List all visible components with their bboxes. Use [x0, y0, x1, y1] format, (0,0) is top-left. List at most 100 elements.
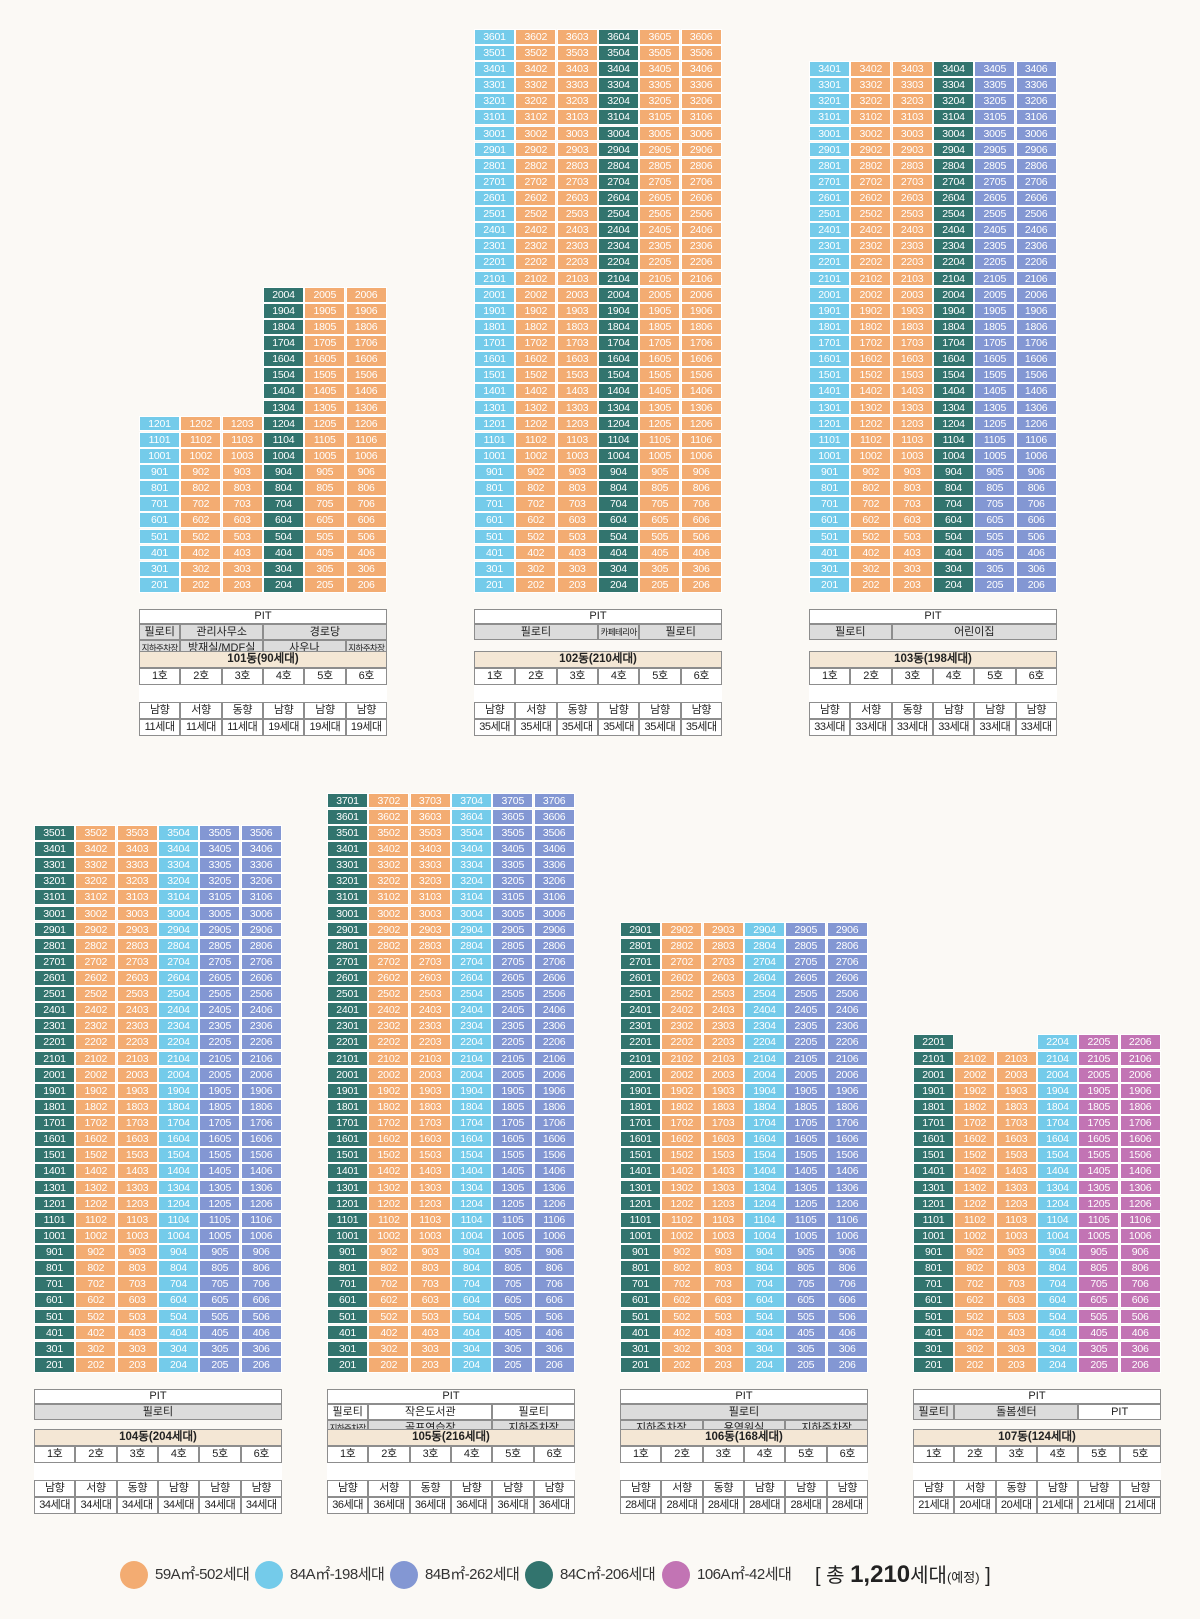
- unit-type: 84B: [533, 1463, 575, 1480]
- unit-cell: 1704: [1036, 1115, 1078, 1131]
- unit-cell: 1905: [639, 302, 681, 319]
- unit-cell: 2902: [368, 921, 410, 938]
- unit-cell: 1705: [785, 1115, 827, 1131]
- unit-cell: 2802: [75, 937, 117, 954]
- unit-type: 59A: [116, 1463, 158, 1480]
- total-note: (예정): [946, 1570, 980, 1585]
- unit-cell: 1901: [34, 1082, 76, 1099]
- unit-cell: 2306: [680, 238, 722, 255]
- unit-cell: 1401: [474, 383, 516, 400]
- unit-cell: 1606: [1015, 351, 1057, 367]
- unit-cell: 605: [199, 1292, 241, 1309]
- unit-cell: 1102: [180, 431, 222, 448]
- unit-cell: 1303: [556, 399, 598, 416]
- unit-cell: 1603: [556, 351, 598, 367]
- unit-cell: 3206: [533, 873, 575, 890]
- unit-cell: 406: [1119, 1324, 1161, 1341]
- unit-cell: 3006: [533, 905, 575, 922]
- unit-cell: 2004: [450, 1066, 492, 1083]
- unit-cell: 1903: [702, 1082, 744, 1099]
- unit-cell: 402: [515, 544, 557, 561]
- unit-cell: 3006: [680, 125, 722, 142]
- unit-cell: 801: [34, 1260, 76, 1276]
- unit-cell: 2506: [826, 986, 868, 1002]
- unit-cell: 2901: [474, 141, 516, 158]
- unit-cell: 905: [974, 464, 1016, 480]
- unit-cell: 1703: [995, 1115, 1037, 1131]
- unit-cell: 2206: [533, 1034, 575, 1051]
- unit-cell: 1202: [180, 415, 222, 432]
- unit-cell: 1906: [1015, 302, 1057, 319]
- unit-cell: 1604: [450, 1131, 492, 1147]
- unit-cell: 201: [474, 576, 516, 593]
- unit-cell: 3504: [597, 44, 639, 61]
- base-segment: 경로당: [262, 624, 387, 641]
- unit-cell: 206: [533, 1356, 575, 1373]
- unit-cell: 1501: [620, 1147, 662, 1164]
- unit-cell: 802: [850, 480, 892, 496]
- unit-cell: 2903: [702, 921, 744, 938]
- unit-cell: 3001: [34, 905, 76, 922]
- unit-cell: 1806: [345, 318, 387, 335]
- unit-cell: 2805: [199, 937, 241, 954]
- unit-direction: 남향: [913, 1480, 955, 1497]
- unit-type: 106: [1119, 1463, 1161, 1480]
- unit-cell: 2702: [661, 953, 703, 970]
- unit-cell: 406: [1015, 544, 1057, 561]
- unit-cell: 2302: [368, 1018, 410, 1035]
- unit-cell: 3502: [368, 824, 410, 841]
- unit-cell: 3104: [450, 889, 492, 906]
- legend-swatch-106a: [662, 1561, 690, 1589]
- unit-cell: 3004: [157, 905, 199, 922]
- unit-cell: 801: [620, 1260, 662, 1276]
- unit-cell: 3303: [556, 77, 598, 93]
- unit-cell: 1203: [995, 1195, 1037, 1212]
- unit-count: 34세대: [34, 1497, 76, 1514]
- unit-cell: 701: [620, 1276, 662, 1293]
- unit-cell: 403: [556, 544, 598, 561]
- unit-cell: 1702: [850, 335, 892, 351]
- unit-cell: 3602: [368, 808, 410, 825]
- unit-cell: 705: [1078, 1276, 1120, 1293]
- unit-cell: 1203: [556, 415, 598, 432]
- unit-cell: 3704: [450, 792, 492, 809]
- unit-type: 59A: [995, 1463, 1037, 1480]
- unit-cell: 301: [620, 1340, 662, 1357]
- unit-cell: 401: [327, 1324, 369, 1341]
- unit-cell: 2902: [661, 921, 703, 938]
- unit-count: 28세대: [702, 1497, 744, 1514]
- unit-cell: 806: [240, 1260, 282, 1276]
- unit-cell: 601: [809, 512, 851, 529]
- unit-cell: 1901: [809, 302, 851, 319]
- unit-cell: 1502: [515, 367, 557, 384]
- unit-cell: 1204: [262, 415, 304, 432]
- unit-cell: 906: [345, 464, 387, 480]
- unit-cell: 1103: [556, 431, 598, 448]
- unit-cell: 3401: [34, 841, 76, 857]
- unit-cell: 3006: [240, 905, 282, 922]
- unit-cell: 904: [1036, 1244, 1078, 1260]
- unit-cell: 1406: [1015, 383, 1057, 400]
- unit-number: 1호: [809, 668, 851, 685]
- unit-cell: 2701: [809, 173, 851, 190]
- unit-cell: 2703: [409, 953, 451, 970]
- unit-cell: 704: [597, 496, 639, 513]
- unit-cell: 3206: [240, 873, 282, 890]
- legend-label: 106A㎡-42세대: [697, 1566, 792, 1583]
- unit-cell: 903: [221, 464, 263, 480]
- unit-cell: 501: [474, 528, 516, 545]
- unit-cell: 205: [1078, 1356, 1120, 1373]
- unit-cell: 1801: [327, 1098, 369, 1115]
- unit-cell: 2004: [1036, 1066, 1078, 1083]
- unit-cell: 703: [556, 496, 598, 513]
- unit-cell: 2302: [515, 238, 557, 255]
- unit-cell: 2206: [1119, 1034, 1161, 1051]
- unit-cell: 1803: [891, 318, 933, 335]
- unit-cell: 2206: [680, 254, 722, 271]
- unit-cell: 1805: [639, 318, 681, 335]
- unit-cell: 1504: [743, 1147, 785, 1164]
- unit-cell: 901: [474, 464, 516, 480]
- unit-cell: 3604: [597, 28, 639, 45]
- unit-cell: 2403: [556, 222, 598, 239]
- legend-swatch-84a: [255, 1561, 283, 1589]
